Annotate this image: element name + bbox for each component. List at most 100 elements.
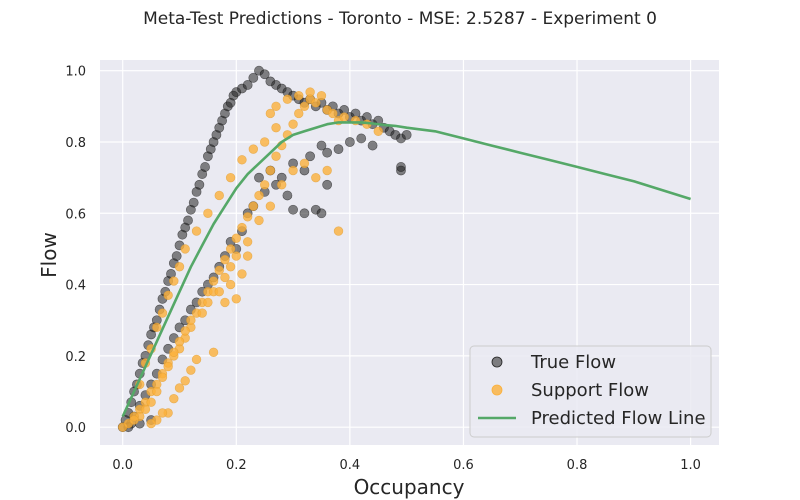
true-flow-point: [288, 204, 298, 215]
support-flow-point: [339, 112, 349, 122]
support-flow-point: [225, 279, 236, 290]
support-flow-point: [237, 269, 247, 279]
support-flow-point: [248, 144, 259, 154]
support-flow-point: [265, 108, 276, 119]
y-tick-label: 0.2: [65, 350, 86, 365]
support-flow-point: [259, 180, 270, 190]
support-flow-point: [265, 201, 276, 211]
true-flow-point: [356, 133, 367, 144]
support-flow-point: [174, 262, 185, 272]
support-flow-point: [254, 215, 264, 226]
support-flow-point: [311, 98, 321, 108]
support-flow-point: [333, 226, 344, 236]
legend: True Flow Support Flow Predicted Flow Line: [469, 345, 712, 438]
legend-label: Predicted Flow Line: [531, 408, 706, 429]
support-flow-point: [282, 94, 293, 104]
x-axis-label: Occupancy: [354, 475, 465, 499]
support-flow-points: [118, 87, 383, 432]
y-axis-label: Flow: [37, 232, 61, 278]
support-flow-point: [305, 87, 315, 97]
support-flow-point: [271, 101, 281, 112]
support-flow-point: [220, 254, 230, 265]
support-flow-point: [146, 418, 156, 429]
support-flow-point: [214, 190, 224, 201]
x-tick-label: 0.8: [567, 458, 588, 473]
support-flow-point: [163, 361, 173, 372]
y-tick-label: 0.8: [65, 136, 86, 151]
legend-label: True Flow: [530, 352, 616, 373]
x-tick-label: 0.4: [340, 458, 361, 473]
true-flow-point: [242, 80, 253, 90]
true-flow-point: [282, 190, 293, 201]
true-flow-point: [367, 140, 378, 151]
predicted-flow-line: [121, 121, 691, 418]
tick-labels: 0.0 0.2 0.4 0.6 0.8 1.0 0.0 0.2 0.4 0.6 0.8 1.0: [65, 65, 701, 473]
support-flow-point: [157, 308, 168, 318]
support-flow-point: [129, 415, 139, 425]
support-flow-point: [271, 123, 281, 133]
support-flow-point: [169, 347, 179, 358]
support-flow-point: [214, 287, 224, 297]
true-flow-point: [254, 172, 264, 183]
true-flow-point: [322, 147, 333, 158]
true-flow-point: [194, 179, 205, 190]
true-flow-point: [248, 72, 259, 83]
true-flow-point: [171, 251, 182, 261]
x-tick-label: 1.0: [680, 458, 701, 473]
support-flow-point: [254, 190, 264, 201]
support-flow-point: [203, 297, 213, 308]
true-flow-point: [299, 208, 310, 219]
support-flow-point: [231, 294, 241, 304]
support-flow-point: [174, 383, 185, 393]
support-flow-point: [259, 137, 270, 147]
support-flow-point: [174, 336, 185, 347]
chart-title: Meta-Test Predictions - Toronto - MSE: 2…: [143, 9, 657, 29]
true-flow-point: [200, 162, 210, 172]
support-flow-point: [242, 237, 253, 247]
support-flow-point: [316, 90, 327, 101]
support-flow-point: [237, 155, 247, 165]
y-tick-label: 0.0: [65, 421, 86, 436]
support-flow-point: [197, 308, 207, 318]
x-tick-label: 0.6: [453, 458, 474, 473]
support-flow-point: [169, 276, 179, 286]
legend-label: Support Flow: [531, 380, 649, 401]
support-flow-point: [237, 222, 247, 233]
support-flow-point: [294, 90, 304, 101]
support-flow-point: [157, 408, 168, 418]
support-flow-point: [328, 108, 338, 119]
true-flow-point: [396, 162, 406, 172]
true-flow-point: [401, 129, 412, 140]
support-flow-point: [271, 151, 281, 161]
support-flow-point: [180, 376, 190, 386]
support-flow-point: [186, 365, 196, 375]
support-flow-point: [152, 322, 162, 333]
support-flow-point: [322, 165, 332, 176]
support-flow-point: [225, 244, 236, 254]
support-flow-point: [191, 354, 202, 365]
support-flow-point: [208, 347, 219, 358]
support-flow-point: [373, 126, 383, 136]
support-flow-point: [277, 180, 287, 190]
support-flow-point: [140, 404, 151, 415]
support-flow-point: [180, 244, 190, 254]
support-flow-point: [231, 233, 241, 243]
support-flow-point: [191, 226, 202, 236]
support-flow-point: [208, 276, 219, 286]
support-flow-point: [214, 265, 224, 276]
x-tick-label: 0.2: [226, 458, 247, 473]
support-flow-point: [163, 290, 173, 300]
true-flow-point: [183, 215, 193, 226]
predicted-flow-line-layer: [121, 121, 691, 418]
true-flow-point: [316, 140, 327, 151]
legend-box: [469, 345, 712, 438]
support-flow-point: [157, 372, 168, 382]
y-tick-label: 0.6: [65, 207, 86, 222]
support-flow-point: [248, 201, 259, 211]
true-flow-point: [344, 137, 355, 147]
y-tick-label: 1.0: [65, 65, 86, 80]
true-flow-point: [305, 151, 316, 162]
true-flow-point: [333, 144, 344, 155]
support-flow-point: [146, 397, 156, 407]
support-flow-point: [220, 272, 230, 283]
